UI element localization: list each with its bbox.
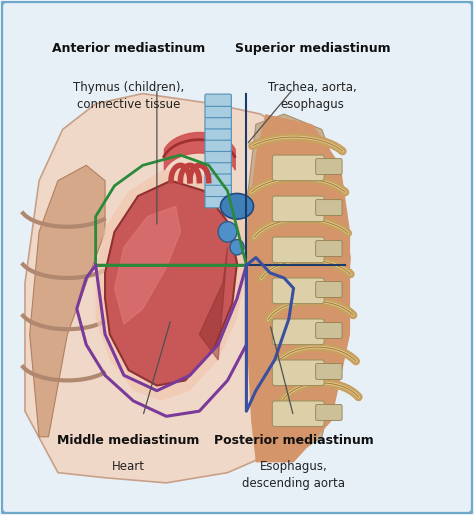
Polygon shape <box>96 170 246 401</box>
Polygon shape <box>115 207 181 324</box>
Circle shape <box>218 221 237 242</box>
FancyBboxPatch shape <box>205 128 231 140</box>
FancyBboxPatch shape <box>205 196 231 208</box>
Text: Middle mediastinum: Middle mediastinum <box>57 434 200 447</box>
FancyBboxPatch shape <box>273 278 324 304</box>
FancyBboxPatch shape <box>205 173 231 185</box>
FancyBboxPatch shape <box>316 322 342 338</box>
FancyBboxPatch shape <box>316 159 342 175</box>
Polygon shape <box>199 247 228 360</box>
Circle shape <box>230 239 244 255</box>
FancyBboxPatch shape <box>205 106 231 117</box>
FancyBboxPatch shape <box>273 196 324 221</box>
FancyBboxPatch shape <box>205 184 231 197</box>
Text: Esophagus,
descending aorta: Esophagus, descending aorta <box>242 460 345 490</box>
FancyBboxPatch shape <box>205 139 231 151</box>
Text: Trachea, aorta,
esophagus: Trachea, aorta, esophagus <box>268 81 357 111</box>
Polygon shape <box>246 114 346 462</box>
FancyBboxPatch shape <box>205 94 231 107</box>
Text: Anterior mediastinum: Anterior mediastinum <box>52 42 205 55</box>
FancyBboxPatch shape <box>316 241 342 256</box>
FancyBboxPatch shape <box>316 282 342 298</box>
FancyBboxPatch shape <box>273 237 324 263</box>
Polygon shape <box>30 165 105 437</box>
Text: Superior mediastinum: Superior mediastinum <box>235 42 390 55</box>
FancyBboxPatch shape <box>205 162 231 174</box>
Text: Posterior mediastinum: Posterior mediastinum <box>214 434 374 447</box>
Text: Thymus (children),
connective tissue: Thymus (children), connective tissue <box>73 81 184 111</box>
FancyBboxPatch shape <box>273 401 324 426</box>
FancyBboxPatch shape <box>316 200 342 215</box>
FancyBboxPatch shape <box>273 319 324 345</box>
Polygon shape <box>105 181 237 386</box>
Polygon shape <box>25 94 350 483</box>
FancyBboxPatch shape <box>205 116 231 129</box>
FancyBboxPatch shape <box>205 150 231 163</box>
FancyBboxPatch shape <box>273 360 324 386</box>
FancyBboxPatch shape <box>316 404 342 420</box>
Polygon shape <box>246 114 350 462</box>
FancyBboxPatch shape <box>316 364 342 380</box>
Text: Heart: Heart <box>112 460 145 473</box>
Ellipse shape <box>220 194 254 219</box>
FancyBboxPatch shape <box>273 155 324 181</box>
